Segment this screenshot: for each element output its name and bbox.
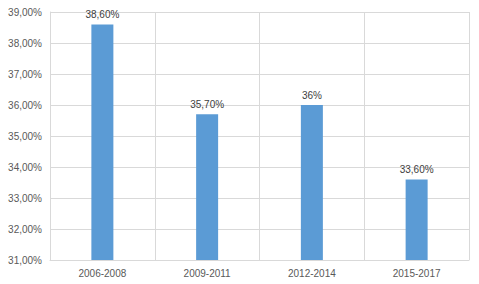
svg-text:39,00%: 39,00% xyxy=(8,7,42,18)
svg-text:33,60%: 33,60% xyxy=(400,164,434,175)
svg-text:33,00%: 33,00% xyxy=(8,193,42,204)
svg-text:37,00%: 37,00% xyxy=(8,69,42,80)
svg-text:36%: 36% xyxy=(302,90,322,101)
svg-text:2015-2017: 2015-2017 xyxy=(393,268,441,279)
svg-text:2012-2014: 2012-2014 xyxy=(288,268,336,279)
svg-text:31,00%: 31,00% xyxy=(8,255,42,266)
svg-text:35,00%: 35,00% xyxy=(8,131,42,142)
svg-text:2009-2011: 2009-2011 xyxy=(184,268,232,279)
svg-text:35,70%: 35,70% xyxy=(190,99,224,110)
svg-text:38,00%: 38,00% xyxy=(8,38,42,49)
svg-text:2006-2008: 2006-2008 xyxy=(78,268,126,279)
svg-text:36,00%: 36,00% xyxy=(8,100,42,111)
svg-text:34,00%: 34,00% xyxy=(8,162,42,173)
svg-text:32,00%: 32,00% xyxy=(8,224,42,235)
svg-text:38,60%: 38,60% xyxy=(85,9,119,20)
